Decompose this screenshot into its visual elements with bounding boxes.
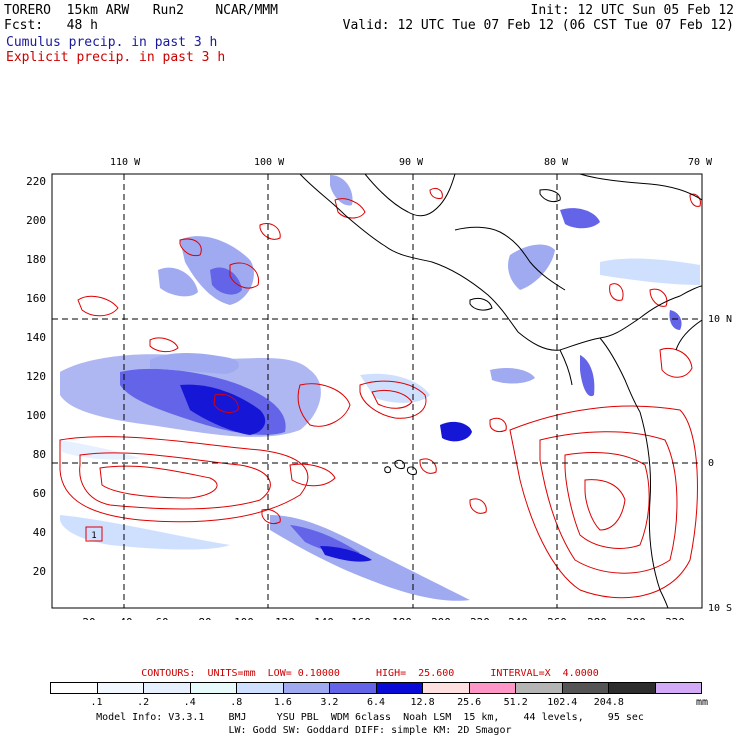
colorbar-unit: mm (696, 697, 709, 708)
colorbar-swatch (144, 683, 191, 693)
y-tick-label: 200 (26, 214, 46, 227)
init-time: Init: 12 UTC Sun 05 Feb 12 (530, 3, 735, 18)
x-tick-label: 280 (587, 616, 607, 620)
colorbar-label: 25.6 (457, 697, 482, 708)
x-tick-label: 80 (198, 616, 211, 620)
physics-info-line: LW: Godd SW: Goddard DIFF: simple KM: 2D… (228, 725, 512, 736)
contour-caption: CONTOURS: UNITS=mm LOW= 0.10000 HIGH= 25… (141, 668, 599, 679)
colorbar-swatch (469, 683, 516, 693)
colorbar-label: 204.8 (593, 697, 624, 708)
colorbar-label: .2 (137, 697, 150, 708)
cumulus-precip-label: Cumulus precip. in past 3 h (6, 35, 218, 50)
colorbar-swatch (562, 683, 609, 693)
cumulus-precip-shading (60, 175, 700, 601)
x-tick-label: 100 (234, 616, 254, 620)
colorbar-label: .8 (230, 697, 243, 708)
lat-label-10s: 10 S (708, 603, 732, 614)
colorbar-label: 51.2 (503, 697, 528, 708)
colorbar-swatch (516, 683, 563, 693)
y-tick-label: 40 (33, 526, 46, 539)
colorbar-swatch (283, 683, 330, 693)
colorbar-swatch (190, 683, 237, 693)
x-tick-label: 20 (82, 616, 95, 620)
y-tick-label: 100 (26, 409, 46, 422)
x-tick-label: 300 (626, 616, 646, 620)
precip-map: 110 W 100 W 90 W 80 W 70 W (26, 157, 732, 620)
x-tick-label: 320 (665, 616, 685, 620)
colorbar-label: .1 (90, 697, 103, 708)
x-tick-label: 60 (155, 616, 168, 620)
colorbar-swatch (51, 683, 98, 693)
lat-label-equator: 0 (708, 458, 714, 469)
lon-label-100w: 100 W (254, 157, 285, 168)
x-tick-label: 160 (351, 616, 371, 620)
y-tick-label: 220 (26, 175, 46, 188)
colorbar-swatch (330, 683, 377, 693)
lon-label-70w: 70 W (688, 157, 713, 168)
colorbar-swatch (237, 683, 284, 693)
model-run-title: TORERO 15km ARW Run2 NCAR/MMM (4, 3, 278, 18)
map-frame (51, 173, 703, 609)
lon-label-90w: 90 W (399, 157, 424, 168)
marker-box (85, 526, 103, 542)
x-axis: 20 40 60 80 100 120 140 160 180 200 220 … (82, 616, 685, 620)
colorbar-label: 3.2 (320, 697, 339, 708)
x-tick-label: 180 (392, 616, 412, 620)
explicit-precip-label: Explicit precip. in past 3 h (6, 50, 226, 65)
y-tick-label: 120 (26, 370, 46, 383)
valid-time: Valid: 12 UTC Tue 07 Feb 12 (06 CST Tue … (342, 18, 734, 33)
colorbar-swatch (655, 683, 701, 693)
x-tick-label: 260 (547, 616, 567, 620)
colorbar-swatch (609, 683, 656, 693)
y-tick-label: 140 (26, 331, 46, 344)
marker-box-label: 1 (91, 531, 96, 541)
y-tick-label: 60 (33, 487, 46, 500)
forecast-hour: Fcst: 48 h (4, 18, 98, 33)
y-axis: 220 200 180 160 140 120 100 80 60 40 20 (26, 175, 46, 578)
y-tick-label: 80 (33, 448, 46, 461)
x-tick-label: 40 (119, 616, 132, 620)
colorbar-label: 12.8 (410, 697, 435, 708)
colorbar (50, 682, 702, 694)
lon-label-110w: 110 W (110, 157, 141, 168)
colorbar-label: 1.6 (273, 697, 292, 708)
colorbar-swatch (376, 683, 423, 693)
x-tick-label: 120 (275, 616, 295, 620)
y-tick-label: 20 (33, 565, 46, 578)
colorbar-swatch (423, 683, 470, 693)
x-tick-label: 220 (470, 616, 490, 620)
colorbar-label: 6.4 (366, 697, 386, 708)
colorbar-label: 102.4 (547, 697, 578, 708)
model-info-line: Model Info: V3.3.1 BMJ YSU PBL WDM 6clas… (96, 712, 644, 723)
colorbar-swatch (97, 683, 144, 693)
lat-lon-grid (52, 174, 702, 608)
x-tick-label: 200 (431, 616, 451, 620)
explicit-precip-contours (59, 187, 701, 599)
x-tick-label: 240 (508, 616, 528, 620)
y-tick-label: 160 (26, 292, 46, 305)
lon-label-80w: 80 W (544, 157, 569, 168)
lat-label-10n: 10 N (708, 314, 732, 325)
coastlines (299, 174, 702, 608)
y-tick-label: 180 (26, 253, 46, 266)
x-tick-label: 140 (314, 616, 334, 620)
colorbar-label: .4 (183, 697, 196, 708)
